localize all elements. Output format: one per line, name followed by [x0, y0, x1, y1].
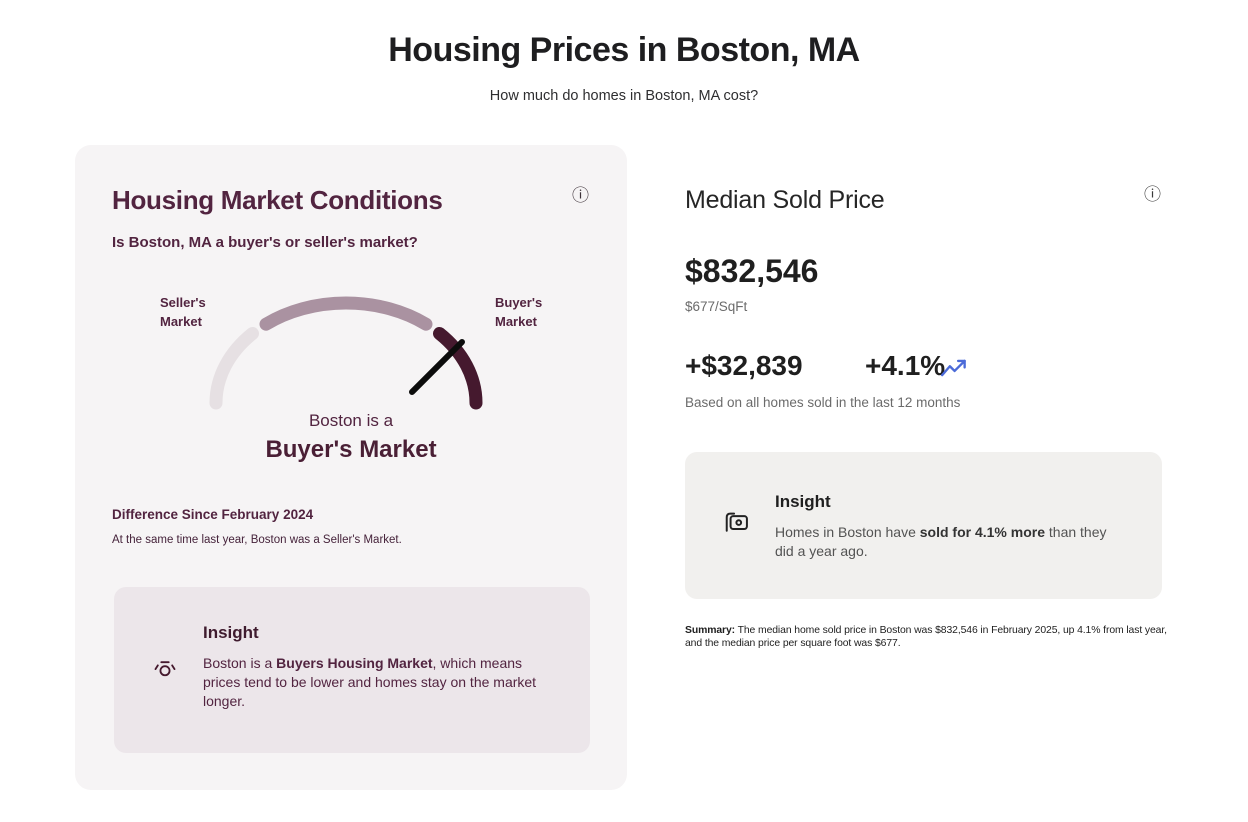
price-per-sqft: $677/SqFt [685, 299, 748, 314]
gauge-buyer-label: Buyer's Market [495, 295, 543, 329]
gauge-buyer-segment [433, 327, 483, 410]
difference-heading: Difference Since February 2024 [112, 507, 314, 522]
gauge-seller-label: Seller's Market [160, 295, 206, 329]
gauge-seller-segment [209, 327, 259, 410]
median-sold-price-title: Median Sold Price [685, 186, 885, 214]
market-conditions-title: Housing Market Conditions [112, 185, 443, 215]
price-insight-box: Insight Homes in Boston have sold for 4.… [685, 452, 1162, 599]
page-subtitle: How much do homes in Boston, MA cost? [489, 88, 759, 104]
summary-text: Summary: The median home sold price in B… [685, 625, 1167, 649]
page-title: Housing Prices in Boston, MA [388, 31, 860, 69]
market-insight-box: Insight Boston is a Buyers Housing Marke… [114, 587, 590, 753]
price-change-amount: +$32,839 [685, 350, 803, 381]
market-insight-heading: Insight [203, 623, 259, 642]
gauge-middle-segment [259, 296, 433, 331]
gauge-status-prefix: Boston is a [308, 411, 394, 430]
gauge-needle [409, 339, 465, 395]
info-icon[interactable]: ⓘ [1144, 185, 1161, 204]
camera-snapshot-icon [725, 512, 748, 532]
housing-market-conditions-card: Housing Market Conditions ⓘ Is Boston, M… [75, 145, 627, 790]
price-insight-text: Homes in Boston have sold for 4.1% more … [775, 524, 1107, 559]
basis-note: Based on all homes sold in the last 12 m… [685, 395, 961, 410]
median-sold-price-value: $832,546 [685, 253, 819, 289]
trend-up-icon [941, 359, 966, 377]
lightbulb-idea-icon [154, 661, 176, 677]
price-change-percent: +4.1% [865, 350, 946, 381]
gauge-status-value: Buyer's Market [265, 436, 437, 463]
info-icon[interactable]: ⓘ [572, 186, 589, 205]
market-insight-text: Boston is a Buyers Housing Market, which… [203, 655, 537, 709]
difference-note: At the same time last year, Boston was a… [112, 534, 402, 546]
market-gauge-chart [209, 296, 483, 410]
market-conditions-question: Is Boston, MA a buyer's or seller's mark… [112, 234, 418, 251]
price-insight-heading: Insight [775, 492, 831, 511]
